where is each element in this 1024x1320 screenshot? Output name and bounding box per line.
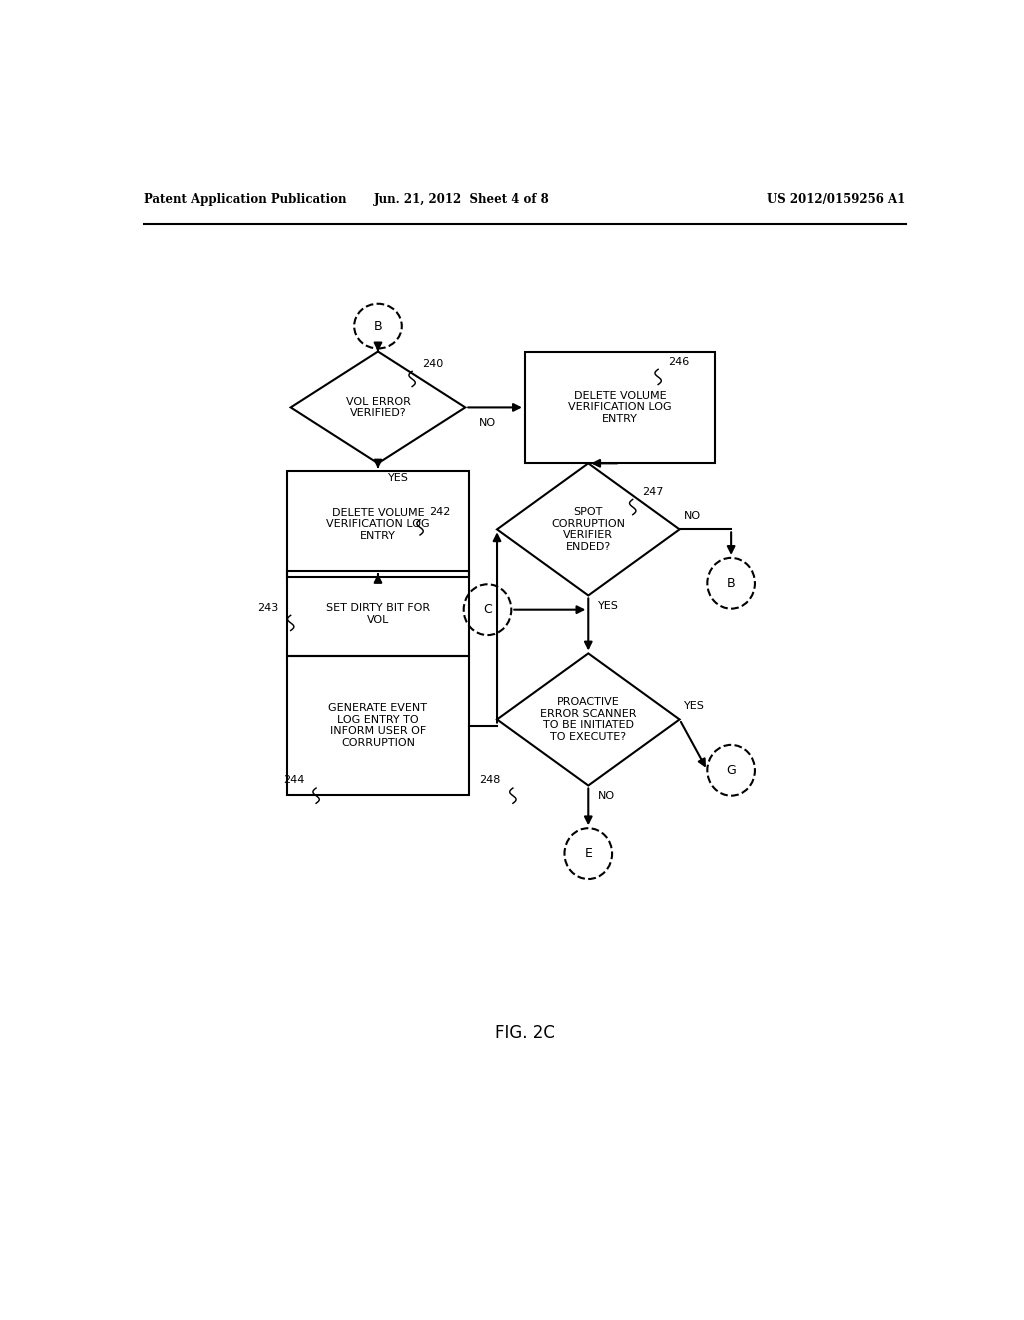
Text: NO: NO — [684, 511, 700, 521]
Text: US 2012/0159256 A1: US 2012/0159256 A1 — [767, 193, 905, 206]
Text: NO: NO — [598, 791, 615, 801]
Text: NO: NO — [478, 417, 496, 428]
Text: SET DIRTY BIT FOR
VOL: SET DIRTY BIT FOR VOL — [326, 603, 430, 624]
Text: 247: 247 — [642, 487, 664, 496]
Text: 240: 240 — [422, 359, 443, 368]
Text: YES: YES — [387, 474, 409, 483]
Text: SPOT
CORRUPTION
VERIFIER
ENDED?: SPOT CORRUPTION VERIFIER ENDED? — [551, 507, 626, 552]
Text: 246: 246 — [668, 356, 689, 367]
Text: 244: 244 — [283, 775, 304, 785]
Text: E: E — [585, 847, 592, 861]
Text: VOL ERROR
VERIFIED?: VOL ERROR VERIFIED? — [345, 396, 411, 418]
Text: PROACTIVE
ERROR SCANNER
TO BE INITIATED
TO EXECUTE?: PROACTIVE ERROR SCANNER TO BE INITIATED … — [540, 697, 637, 742]
Text: Jun. 21, 2012  Sheet 4 of 8: Jun. 21, 2012 Sheet 4 of 8 — [374, 193, 549, 206]
Bar — [524, 351, 715, 463]
Text: B: B — [727, 577, 735, 590]
Bar — [287, 656, 469, 795]
Text: 243: 243 — [257, 603, 279, 612]
Text: G: G — [726, 764, 736, 776]
Text: 248: 248 — [479, 775, 501, 785]
Text: C: C — [483, 603, 492, 616]
Text: YES: YES — [598, 601, 618, 611]
Text: B: B — [374, 319, 382, 333]
Text: YES: YES — [684, 701, 705, 711]
Text: 242: 242 — [430, 507, 451, 517]
Text: DELETE VOLUME
VERIFICATION LOG
ENTRY: DELETE VOLUME VERIFICATION LOG ENTRY — [327, 508, 430, 541]
Text: GENERATE EVENT
LOG ENTRY TO
INFORM USER OF
CORRUPTION: GENERATE EVENT LOG ENTRY TO INFORM USER … — [329, 704, 427, 748]
Bar — [287, 572, 469, 656]
Text: FIG. 2C: FIG. 2C — [495, 1023, 555, 1041]
Bar — [287, 471, 469, 577]
Text: DELETE VOLUME
VERIFICATION LOG
ENTRY: DELETE VOLUME VERIFICATION LOG ENTRY — [568, 391, 672, 424]
Text: Patent Application Publication: Patent Application Publication — [143, 193, 346, 206]
